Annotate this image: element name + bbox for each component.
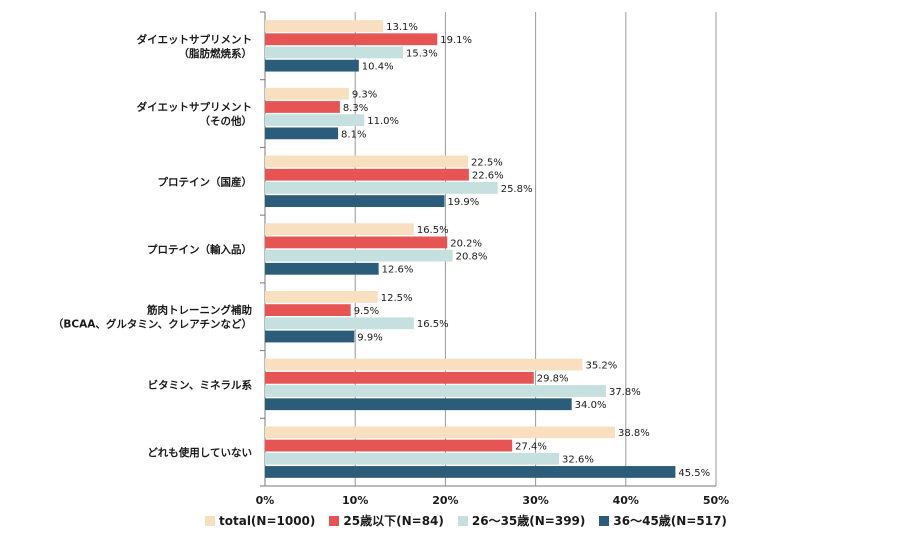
legend-label-36-45: 36～45歳(N=517) [613,514,727,528]
legend-label-26-35: 26～35歳(N=399) [471,514,586,528]
data-label: 8.3% [343,103,368,114]
x-tick-label: 50% [703,494,729,507]
legend-item-26-35: 26～35歳(N=399) [457,512,586,529]
legend-label-total: total(N=1000) [219,513,316,528]
bar [265,114,365,127]
data-label: 38.8% [618,428,650,439]
bar [265,59,359,72]
legend-item-under25: 25歳以下(N=84) [329,512,444,529]
data-label: 9.5% [354,306,379,317]
data-label: 35.2% [586,361,618,372]
data-label: 9.3% [352,90,377,101]
bar [265,385,606,397]
data-label: 25.8% [501,184,533,195]
data-label: 9.9% [357,332,382,343]
data-label: 11.0% [367,116,399,127]
data-label: 15.3% [406,48,438,59]
data-label: 22.6% [472,171,504,182]
category-label: （BCAA、グルタミン、クレアチンなど） [53,318,252,331]
bar [265,249,453,262]
bar [265,223,414,236]
data-label: 27.4% [515,441,547,452]
data-label: 13.1% [386,22,418,33]
category-label: ダイエットサプリメント [137,101,252,114]
bar [265,33,438,46]
data-label: 19.9% [447,197,479,208]
data-label: 22.5% [471,157,503,168]
x-tick-label: 20% [432,494,458,507]
bar [265,371,534,384]
category-label: ビタミン、ミネラル系 [148,378,253,391]
data-label: 34.0% [575,400,607,411]
legend-swatch-total [205,515,215,526]
category-label: プロテイン（輸入品） [147,243,252,256]
bar [265,426,615,439]
bar [265,439,513,452]
data-label: 16.5% [417,319,449,330]
data-label: 10.4% [362,62,394,73]
bar [265,317,414,330]
legend-item-36-45: 36～45歳(N=517) [599,512,727,529]
bar [265,236,448,249]
x-tick-label: 0% [256,494,275,507]
bar [265,168,469,181]
category-label: ダイエットサプリメント [137,33,252,46]
data-label: 12.5% [381,293,413,304]
bar [265,181,498,194]
bar [265,304,351,317]
bar [265,20,384,32]
bar [265,101,340,113]
legend-swatch-36-45 [599,515,610,526]
data-label: 45.5% [678,468,710,479]
bar [265,358,583,371]
x-tick-label: 10% [342,494,368,507]
bar [265,155,468,168]
category-label: プロテイン（国産） [158,175,253,188]
legend-item-total: total(N=1000) [205,512,315,529]
category-label: 筋肉トレーニング補助 [146,304,252,317]
bar [265,87,349,100]
legend-label-under25: 25歳以下(N=84) [343,514,444,528]
category-label: （脂肪燃焼系） [179,47,253,60]
bar [265,330,355,343]
x-tick-label: 30% [522,494,548,507]
category-label: どれも使用していない [147,446,252,459]
data-label: 20.8% [456,252,488,263]
legend: total(N=1000) 25歳以下(N=84) 26～35歳(N=399) … [205,512,727,529]
bar [265,127,339,140]
data-label: 8.1% [341,129,366,140]
data-label: 37.8% [609,387,641,398]
bar [265,452,560,465]
data-label: 16.5% [417,225,449,236]
legend-swatch-under25 [329,515,340,526]
bar [265,466,676,478]
x-tick-label: 40% [613,494,639,507]
bar [265,46,404,59]
bar [265,398,572,411]
legend-swatch-26-35 [457,515,468,526]
data-label: 20.2% [450,238,482,249]
data-label: 29.8% [537,374,569,385]
data-label: 12.6% [382,265,414,276]
bar [265,195,445,207]
bar [265,291,378,303]
data-label: 32.6% [562,455,594,466]
data-label: 19.1% [440,35,472,46]
category-label: （その他） [200,115,253,128]
bar [265,262,379,275]
